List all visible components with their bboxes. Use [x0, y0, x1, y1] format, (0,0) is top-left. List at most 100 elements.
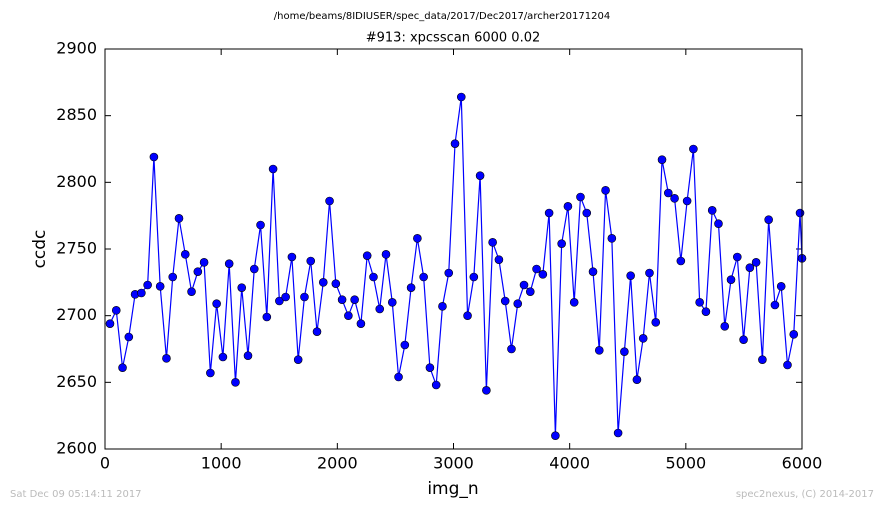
marker	[789, 330, 799, 339]
marker	[293, 355, 303, 364]
x-tick-label: 2000	[317, 454, 358, 473]
marker	[431, 380, 441, 390]
marker	[783, 360, 792, 370]
marker	[206, 368, 215, 378]
marker	[751, 258, 761, 267]
marker	[268, 164, 278, 174]
suptitle: /home/beams/8IDIUSER/spec_data/2017/Dec2…	[274, 11, 610, 22]
marker	[193, 267, 203, 276]
marker	[256, 220, 265, 230]
marker	[569, 298, 579, 307]
marker	[714, 219, 723, 228]
marker	[243, 351, 253, 360]
marker	[607, 234, 617, 243]
x-tick-label: 4000	[549, 454, 590, 473]
marker	[620, 347, 629, 356]
marker	[626, 271, 635, 280]
marker	[507, 344, 516, 354]
x-tick-label: 0	[100, 454, 110, 473]
line	[109, 96, 803, 436]
y-tick-label: 2750	[56, 239, 97, 258]
marker	[544, 208, 554, 218]
marker	[745, 263, 755, 272]
marker	[224, 259, 234, 268]
marker	[406, 283, 416, 292]
marker	[720, 322, 730, 331]
footer-left: Sat Dec 09 05:14:11 2017	[10, 489, 142, 500]
marker	[218, 352, 228, 362]
marker	[475, 171, 485, 180]
marker	[450, 139, 460, 148]
marker	[682, 196, 692, 206]
marker	[369, 272, 378, 282]
plot-frame	[104, 48, 803, 450]
marker	[551, 431, 560, 440]
marker	[118, 363, 127, 372]
marker	[739, 335, 748, 344]
marker	[249, 264, 259, 274]
marker	[651, 318, 661, 327]
marker	[776, 282, 786, 291]
marker	[400, 340, 410, 350]
y-axis-label: ccdc	[30, 230, 50, 269]
marker	[444, 268, 454, 278]
marker	[344, 311, 353, 320]
marker	[143, 280, 152, 290]
marker	[726, 275, 736, 284]
marker	[456, 92, 466, 102]
marker	[337, 295, 347, 304]
marker	[764, 215, 773, 224]
x-tick-label: 3000	[433, 454, 474, 473]
marker	[287, 252, 297, 262]
marker	[231, 378, 240, 387]
marker	[331, 279, 341, 288]
marker	[168, 272, 178, 282]
marker	[149, 152, 159, 162]
marker	[187, 287, 196, 296]
marker	[312, 327, 322, 336]
marker	[770, 300, 780, 310]
marker	[275, 296, 284, 306]
marker	[701, 307, 711, 316]
marker	[469, 272, 479, 282]
marker	[306, 256, 316, 266]
marker	[519, 280, 529, 290]
y-tick-label: 2700	[56, 305, 97, 324]
marker	[695, 298, 704, 307]
marker	[601, 186, 610, 195]
y-tick-label: 2900	[56, 39, 97, 58]
marker	[525, 287, 535, 296]
marker	[105, 319, 115, 328]
marker	[375, 304, 385, 314]
marker	[350, 295, 359, 304]
marker	[262, 312, 272, 322]
marker	[588, 267, 598, 276]
marker	[670, 194, 679, 203]
marker	[381, 250, 391, 259]
marker	[538, 270, 548, 279]
x-tick-label: 6000	[782, 454, 823, 473]
marker	[632, 375, 642, 384]
marker	[356, 319, 366, 328]
y-tick-label: 2850	[56, 105, 97, 124]
marker	[124, 332, 134, 342]
marker	[732, 252, 742, 262]
marker	[237, 283, 247, 292]
marker	[325, 196, 334, 206]
marker	[488, 238, 497, 247]
y-tick-label: 2800	[56, 172, 97, 191]
marker	[413, 234, 422, 243]
marker	[362, 251, 372, 260]
marker	[582, 208, 592, 218]
y-tick-label: 2650	[56, 372, 97, 391]
footer-right: spec2nexus, (C) 2014-2017	[736, 489, 874, 500]
marker	[463, 311, 472, 320]
marker	[689, 144, 698, 154]
marker	[657, 155, 667, 164]
marker	[795, 208, 805, 218]
marker	[111, 306, 121, 315]
marker	[162, 354, 171, 363]
marker	[663, 188, 673, 198]
marker	[676, 256, 686, 266]
x-tick-label: 5000	[665, 454, 706, 473]
